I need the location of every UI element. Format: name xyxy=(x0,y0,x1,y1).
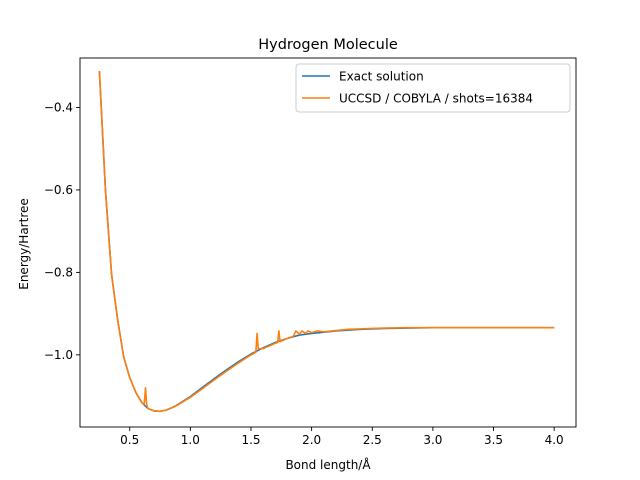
legend: Exact solution UCCSD / COBYLA / shots=163… xyxy=(295,63,571,113)
y-tick-label: −0.8 xyxy=(44,265,73,279)
y-tick-label: −0.4 xyxy=(44,100,73,114)
y-tick-label: −1.0 xyxy=(44,348,73,362)
x-tick-label: 2.0 xyxy=(302,433,321,447)
x-tick-label: 2.5 xyxy=(363,433,382,447)
y-axis-title: Energy/Hartree xyxy=(17,198,31,290)
chart-title: Hydrogen Molecule xyxy=(258,37,398,53)
x-axis-title: Bond length/Å xyxy=(285,457,371,472)
legend-label-2: UCCSD / COBYLA / shots=16384 xyxy=(339,92,533,106)
x-tick-label: 3.5 xyxy=(484,433,503,447)
axes-frame xyxy=(79,57,577,428)
x-tick-label: 1.5 xyxy=(241,433,260,447)
x-tick-label: 1.0 xyxy=(181,433,200,447)
x-tick-label: 4.0 xyxy=(545,433,564,447)
plot-area: 0.5 1.0 1.5 2.0 2.5 3.0 3.5 4.0 −1.0 −0.8 −0.6 −0.4 xyxy=(44,57,577,447)
x-tick-label: 3.0 xyxy=(423,433,442,447)
x-tick-label: 0.5 xyxy=(120,433,139,447)
series-line-2 xyxy=(98,71,555,413)
y-tick-label: −0.6 xyxy=(44,183,73,197)
legend-label-1: Exact solution xyxy=(339,70,424,84)
legend-box xyxy=(295,63,571,113)
